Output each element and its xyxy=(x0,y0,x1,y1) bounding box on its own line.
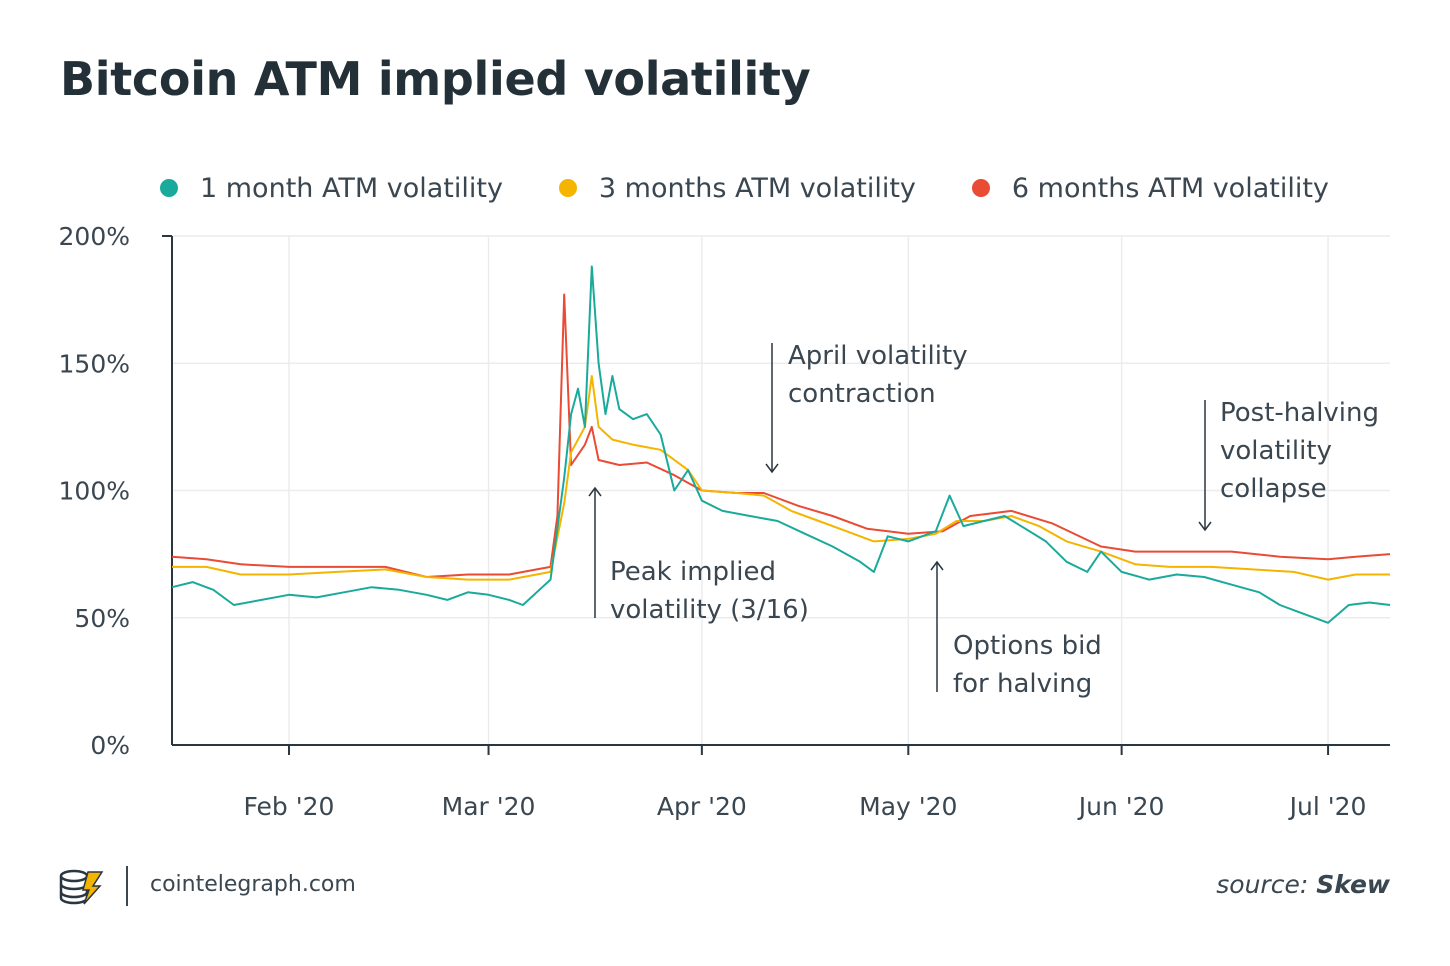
legend-dot-1m xyxy=(160,179,178,197)
footer-source-name: Skew xyxy=(1316,870,1390,899)
annotation-text: Peak implied xyxy=(610,557,776,587)
x-tick-label: Feb '20 xyxy=(244,792,335,821)
annotation-text: for halving xyxy=(953,669,1092,699)
annotation-text: volatility xyxy=(1220,436,1332,466)
annotation-text: volatility (3/16) xyxy=(610,595,809,625)
annotation-arrow-head xyxy=(588,486,602,497)
footer-separator xyxy=(126,866,128,906)
annotation-arrow-head xyxy=(1198,521,1212,532)
annotation-text: Options bid xyxy=(953,631,1102,661)
x-tick-label: Apr '20 xyxy=(657,792,747,821)
footer-source: source: Skew xyxy=(1216,870,1390,899)
footer-source-prefix: source: xyxy=(1216,870,1309,899)
series-line-1m xyxy=(171,265,1391,624)
y-tick-label: 0% xyxy=(90,731,130,760)
annotation-text: Post-halving xyxy=(1220,398,1379,428)
y-tick-label: 100% xyxy=(59,477,130,506)
legend-label-3m: 3 months ATM volatility xyxy=(598,172,916,204)
annotation-arrow-head xyxy=(930,560,944,571)
legend-item-6m: 6 months ATM volatility xyxy=(971,172,1329,204)
cointelegraph-logo-icon xyxy=(58,866,104,912)
annotation-text: contraction xyxy=(788,379,936,409)
legend-label-6m: 6 months ATM volatility xyxy=(1011,172,1329,204)
chart-legend: 1 month ATM volatility 3 months ATM vola… xyxy=(160,168,1385,208)
legend-label-1m: 1 month ATM volatility xyxy=(200,172,503,204)
footer-site-link[interactable]: cointelegraph.com xyxy=(150,872,356,897)
annotation-text: April volatility xyxy=(788,341,968,371)
legend-dot-3m xyxy=(558,179,577,197)
annotation-text: collapse xyxy=(1220,474,1327,504)
legend-dot-6m xyxy=(971,179,990,197)
y-tick-label: 200% xyxy=(59,222,130,251)
x-tick-label: Jun '20 xyxy=(1077,792,1165,821)
legend-item-1m: 1 month ATM volatility xyxy=(160,173,503,204)
legend-item-3m: 3 months ATM volatility xyxy=(558,172,916,204)
chart-title: Bitcoin ATM implied volatility xyxy=(60,52,811,106)
y-tick-label: 150% xyxy=(59,349,130,378)
x-tick-label: Mar '20 xyxy=(442,792,536,821)
series-line-3m xyxy=(172,375,1390,581)
x-tick-label: Jul '20 xyxy=(1288,792,1367,821)
y-tick-label: 50% xyxy=(74,604,130,633)
x-tick-label: May '20 xyxy=(859,792,957,821)
series-line-6m xyxy=(171,293,1391,578)
annotation-arrow-head xyxy=(765,463,779,474)
